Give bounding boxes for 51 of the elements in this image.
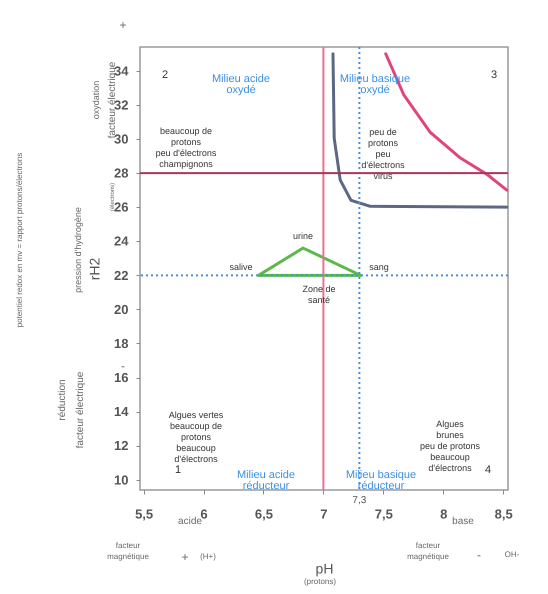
text: facteur magnétique bbox=[107, 541, 150, 561]
x-tick-label: 6,5 bbox=[254, 506, 274, 522]
x-tick-label: 5,5 bbox=[135, 506, 154, 522]
y-axis-title: rH2 bbox=[86, 258, 102, 280]
y-tick-label: 22 bbox=[114, 268, 128, 283]
annotation: 1 bbox=[174, 464, 182, 476]
annotation: 2 bbox=[162, 69, 168, 81]
text: acide bbox=[178, 516, 202, 527]
y-tick-label: 30 bbox=[114, 132, 128, 147]
x-tick-label: 7,5 bbox=[374, 506, 393, 522]
text: facteur magnétique bbox=[407, 541, 450, 561]
annotation: Algues vertes beaucoup de protons beaucoup d'électrons bbox=[168, 410, 224, 464]
text: OH- bbox=[504, 550, 520, 559]
x-tick-label: 6 bbox=[200, 506, 208, 522]
annotation: sang bbox=[369, 262, 389, 272]
annotation: beaucoup de protons peu d'électrons champignons bbox=[156, 126, 217, 169]
y-tick-label: 26 bbox=[114, 200, 128, 215]
annotation: Milieu acide oxydé bbox=[212, 73, 270, 96]
text: - bbox=[477, 548, 481, 562]
annotation: Milieu basique réducteur bbox=[346, 469, 416, 492]
x-axis-title: pH bbox=[316, 560, 334, 576]
annotation: Milieu acide réducteur bbox=[236, 469, 296, 492]
text: réduction bbox=[57, 379, 68, 421]
annotation: 4 bbox=[484, 464, 492, 476]
text: + bbox=[181, 550, 189, 564]
text: + bbox=[119, 18, 127, 32]
annotation: peu de protons peu d'électrons virus bbox=[361, 127, 406, 181]
y-tick-label: 14 bbox=[114, 404, 130, 420]
annotation: urine bbox=[292, 231, 314, 241]
y-tick-label: 20 bbox=[114, 302, 128, 317]
x-tick-label: 8 bbox=[440, 506, 448, 522]
y-tick-label: 10 bbox=[114, 472, 128, 488]
y-tick-label: 24 bbox=[114, 234, 130, 249]
ref-line-label: 7,3 bbox=[352, 495, 367, 506]
x-tick-label: 7 bbox=[320, 506, 328, 522]
y-tick-label: 18 bbox=[114, 336, 128, 351]
x-tick-label: 8,5 bbox=[494, 506, 513, 522]
text: - bbox=[121, 359, 125, 373]
y-tick-label: 28 bbox=[114, 166, 128, 181]
y-tick-label: 16 bbox=[114, 370, 128, 386]
text: (protons) bbox=[304, 577, 336, 586]
text: potentiel redox en mv = rapport protons/électrons bbox=[15, 152, 24, 328]
text: pression d'hydrogène bbox=[73, 207, 83, 293]
annotation: salive bbox=[229, 262, 253, 272]
text: oxydation bbox=[91, 80, 101, 120]
text: facteur électrique bbox=[75, 371, 86, 448]
annotation: 3 bbox=[490, 69, 498, 81]
text: (H+) bbox=[200, 552, 216, 561]
text: base bbox=[452, 516, 474, 527]
annotation: Algues brunes peu de protons beaucoup d'électrons bbox=[420, 419, 481, 473]
y-tick-label: 12 bbox=[114, 438, 128, 454]
